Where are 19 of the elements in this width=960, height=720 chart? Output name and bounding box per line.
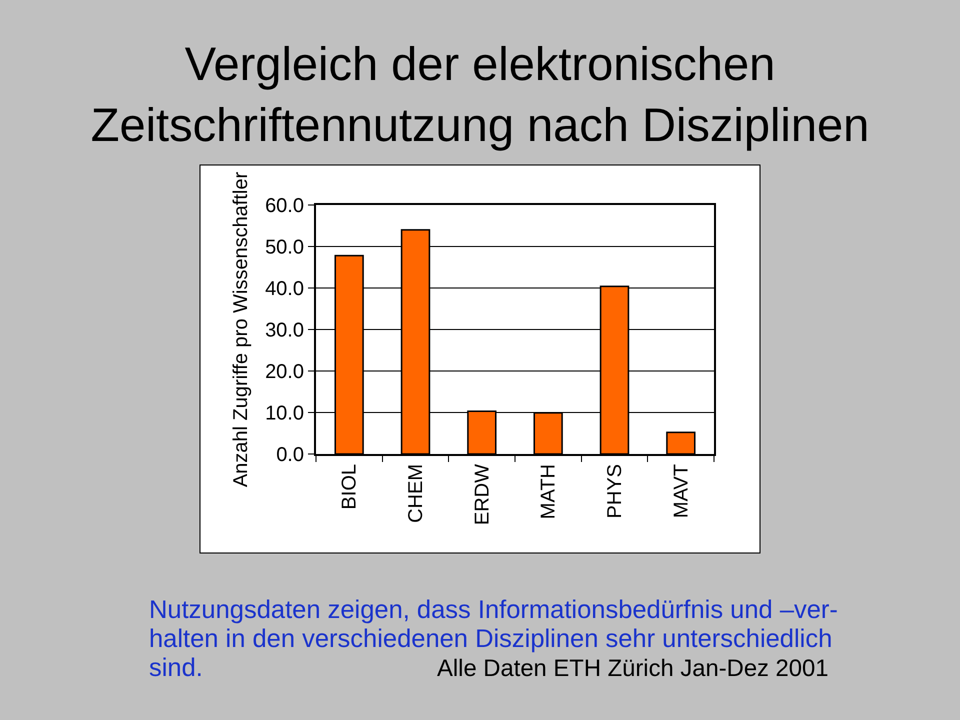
x-tick-label: BIOL xyxy=(338,464,361,510)
text: sind. xyxy=(149,654,203,682)
x-tick-label: CHEM xyxy=(405,464,427,523)
text: Nutzungsdaten zeigen, dass Informationsbedürfnis und –ver- xyxy=(149,596,838,624)
y-tick-label: 50.0 xyxy=(265,236,304,258)
text: Alle Daten ETH Zürich Jan-Dez 2001 xyxy=(437,655,828,682)
y-tick-label: 20.0 xyxy=(265,361,304,383)
x-tick-label: MATH xyxy=(538,464,560,520)
x-tick-label: MAVT xyxy=(670,464,692,518)
y-axis-title: Anzahl Zugriffe pro Wissenschaftler xyxy=(230,172,252,488)
chart-title: Vergleich der elektronischen Zeitschriftennutzung nach Disziplinen xyxy=(90,37,870,152)
y-tick-label: 10.0 xyxy=(265,402,304,424)
text: halten in den verschiedenen Disziplinen sehr unterschiedlich xyxy=(149,625,832,653)
x-tick-label: ERDW xyxy=(471,464,494,526)
y-tick-label: 0.0 xyxy=(276,444,304,466)
x-tick-label: PHYS xyxy=(604,464,626,518)
y-tick-label: 30.0 xyxy=(265,320,304,342)
y-tick-label: 40.0 xyxy=(265,278,304,300)
y-tick-label: 60.0 xyxy=(265,195,304,217)
